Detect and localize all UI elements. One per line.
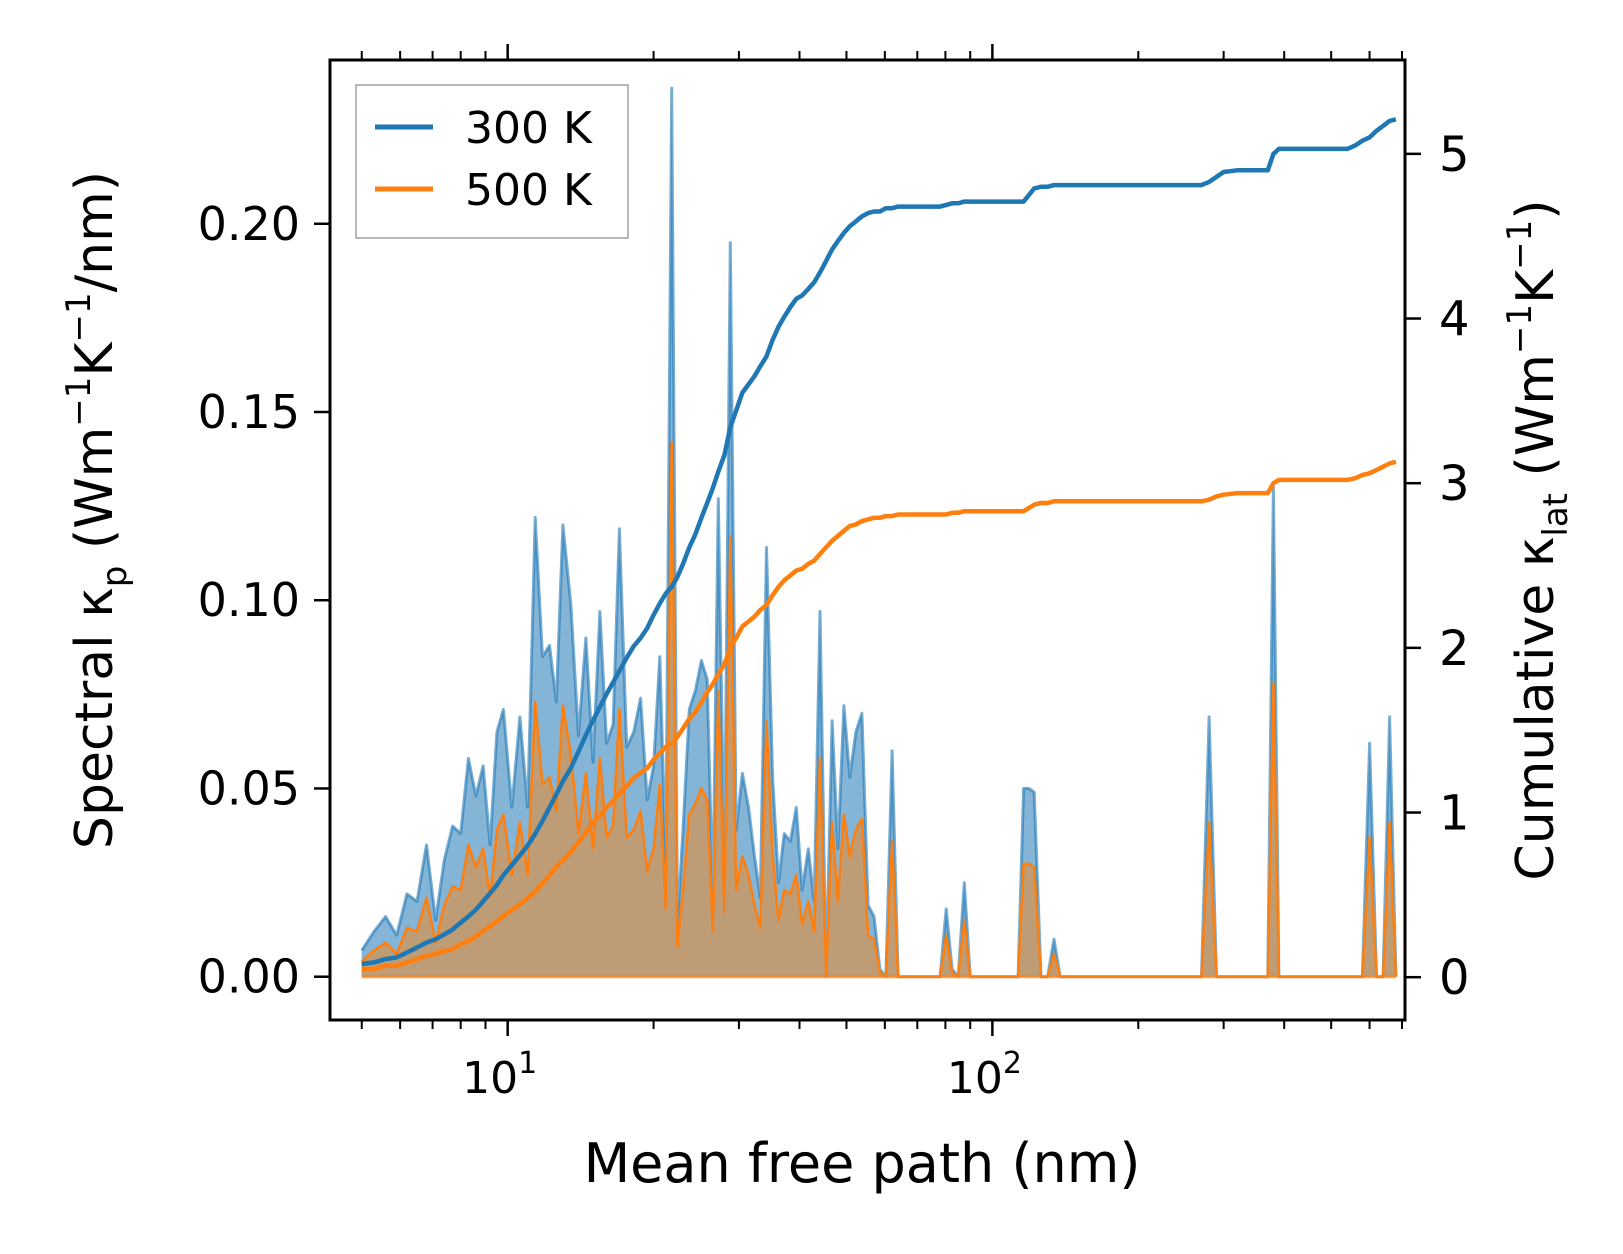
y-right-tick-label: 0 <box>1439 950 1470 1006</box>
legend-label-500k: 500 K <box>465 165 593 216</box>
cumulative-line-300k <box>361 117 1397 967</box>
legend-label-300k: 300 K <box>465 103 593 154</box>
spectral-area-500k <box>361 442 1396 977</box>
y-right-tick-label: 2 <box>1439 621 1470 677</box>
y-right-tick-label: 3 <box>1439 456 1470 512</box>
spectral-line-300k <box>360 86 1398 979</box>
spectral-line-500k <box>360 440 1398 978</box>
x-tick-label: 102 <box>947 1046 1022 1104</box>
y-axis-label-left: Spectral κp (Wm−1K−1/nm) <box>59 171 135 849</box>
y-left-tick-label: 0.10 <box>198 573 300 627</box>
axes-frame <box>328 58 1407 1022</box>
y-left-tick-label: 0.05 <box>198 761 300 815</box>
y-axis-label-right: Cumulative κlat (Wm−1K−1) <box>1500 199 1576 880</box>
cumulative-line-500k <box>361 459 1397 972</box>
y-left-tick-label: 0.15 <box>198 385 300 439</box>
x-axis-label: Mean free path (nm) <box>584 1132 1141 1195</box>
y-right-tick-label: 1 <box>1439 786 1470 842</box>
y-right-tick-label: 5 <box>1439 127 1470 183</box>
legend: 300 K 500 K <box>355 84 629 239</box>
y-left-tick-label: 0.20 <box>198 197 300 251</box>
plot-area <box>360 86 1398 979</box>
y-left-tick-label: 0.00 <box>198 950 300 1004</box>
y-right-tick-label: 4 <box>1439 292 1470 348</box>
axis-ticks: 101 102 0.00 0.05 0.10 0.15 0.20 0 1 2 3 4 5 <box>198 44 1470 1104</box>
x-tick-label: 101 <box>462 1046 537 1104</box>
legend-frame <box>355 84 629 239</box>
